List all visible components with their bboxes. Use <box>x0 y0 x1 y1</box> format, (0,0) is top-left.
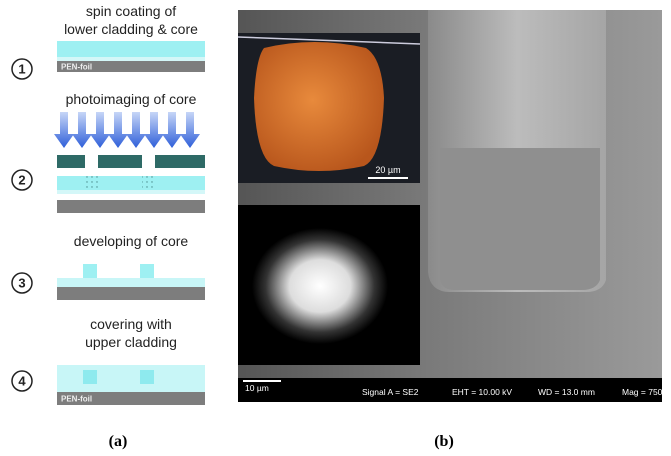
waveguide-facet <box>440 148 600 290</box>
exposed-core <box>142 176 155 190</box>
scale-label: 20 µm <box>375 165 400 175</box>
step-number: 1 <box>18 61 25 76</box>
info-text: Signal A = SE2 <box>362 387 419 397</box>
core <box>83 370 97 384</box>
core <box>83 264 97 278</box>
step-text: lower cladding & core <box>64 21 198 37</box>
core-crosssection <box>254 42 384 171</box>
scale-label: 10 µm <box>245 383 269 393</box>
substrate <box>57 287 205 300</box>
info-text: EHT = 10.00 kV <box>452 387 512 397</box>
step-number: 3 <box>18 275 25 290</box>
uv-arrows <box>54 112 200 148</box>
step-text: developing of core <box>74 233 189 249</box>
substrate-label: PEN-foil <box>61 395 92 404</box>
substrate <box>57 200 205 213</box>
cladding-layer <box>57 190 205 194</box>
info-text: WD = 13.0 mm <box>538 387 595 397</box>
info-text: Mag = 750 <box>622 387 663 397</box>
cladding-layer <box>57 278 205 287</box>
core-layer <box>57 41 205 57</box>
core-layer <box>57 176 205 190</box>
caption: (b) <box>434 433 454 450</box>
step-text: upper cladding <box>85 334 177 350</box>
core <box>140 370 154 384</box>
step-text: photoimaging of core <box>66 91 197 107</box>
substrate-label: PEN-foil <box>61 63 92 72</box>
mode-profile <box>252 228 388 344</box>
step-text: spin coating of <box>86 3 176 19</box>
step-text: covering with <box>90 316 172 332</box>
step-number: 4 <box>18 373 26 388</box>
figure: spin coating of lower cladding & core PE… <box>0 0 671 456</box>
sem-image: 20 µm 10 µm Signal A = SE2 EHT = 10.00 k… <box>238 10 663 402</box>
step-number: 2 <box>18 172 25 187</box>
core <box>140 264 154 278</box>
cladding-layer <box>57 365 205 392</box>
cladding-layer <box>57 57 205 61</box>
exposed-core <box>85 176 98 190</box>
info-bar <box>238 378 662 402</box>
photomask <box>57 155 205 168</box>
caption: (a) <box>109 433 128 450</box>
